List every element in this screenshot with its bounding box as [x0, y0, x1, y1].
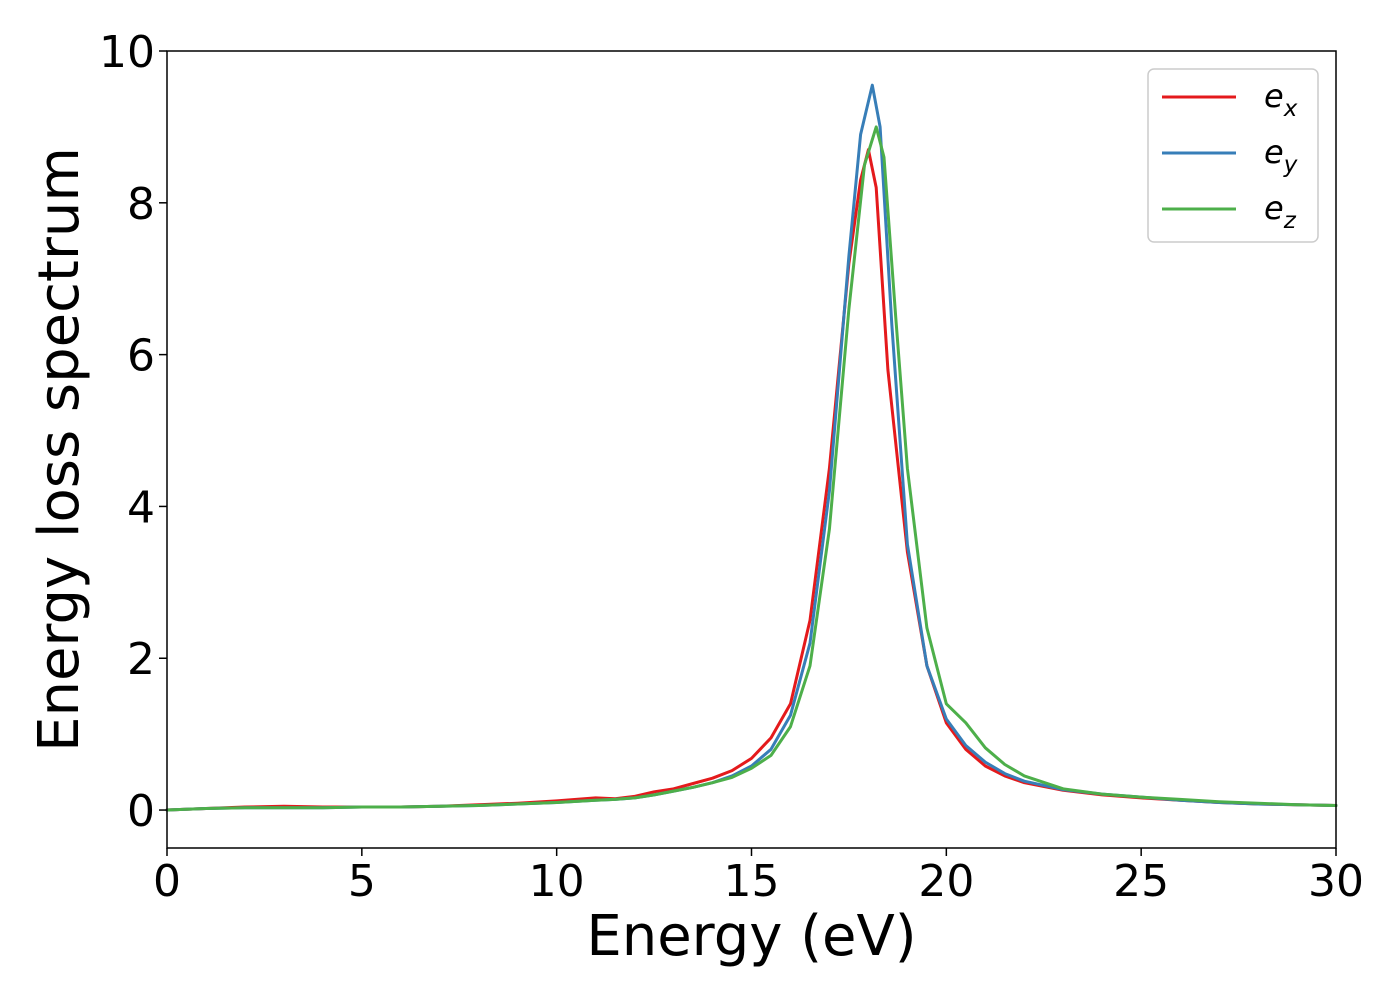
legend-label-subscript: y [1283, 152, 1298, 178]
x-tick-label: 30 [1308, 856, 1364, 907]
series-layer [165, 83, 1338, 812]
y-tick-label: 4 [127, 482, 155, 533]
x-tick-label: 10 [529, 856, 585, 907]
y-tick-label: 8 [127, 179, 155, 230]
legend-label-subscript: z [1283, 208, 1297, 234]
x-axis-ticks: 0 5 10 15 20 25 30 [153, 848, 1364, 907]
y-axis-ticks: 0 2 4 6 8 10 [99, 27, 167, 837]
x-tick-label: 0 [153, 856, 181, 907]
y-tick-label: 0 [127, 786, 155, 837]
x-tick-label: 15 [724, 856, 780, 907]
y-tick-label: 10 [99, 27, 155, 78]
x-tick-label: 25 [1113, 856, 1169, 907]
x-tick-label: 20 [918, 856, 974, 907]
y-tick-label: 6 [127, 331, 155, 382]
legend-label-subscript: x [1283, 96, 1298, 122]
x-axis-title: Energy (eV) [586, 904, 916, 969]
x-tick-label: 5 [348, 856, 376, 907]
series-line-ez [165, 125, 1338, 812]
y-tick-label: 2 [127, 634, 155, 685]
y-axis-title: Energy loss spectrum [27, 147, 92, 752]
legend-box [1147, 68, 1319, 243]
